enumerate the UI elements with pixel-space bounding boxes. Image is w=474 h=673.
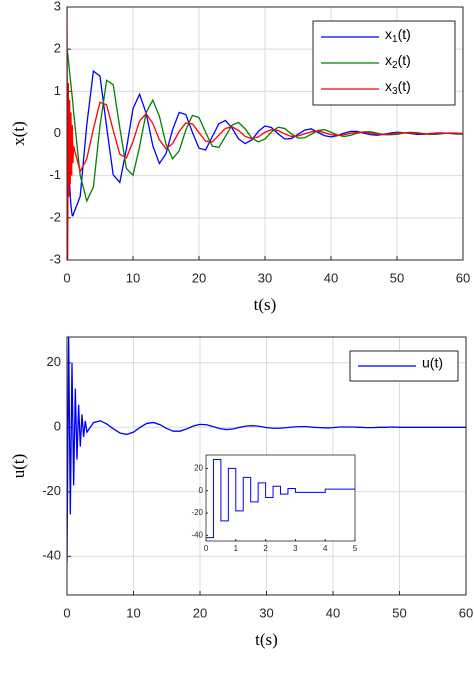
x-axis-label: t(s) (255, 630, 278, 649)
y-tick-label: -1 (49, 167, 61, 182)
x-tick-label: 4 (323, 544, 328, 553)
x-tick-label: 5 (353, 544, 358, 553)
x-tick-label: 20 (192, 270, 206, 285)
y-tick-label: -40 (42, 548, 61, 563)
x-tick-label: 60 (459, 605, 473, 620)
x-tick-label: 2 (263, 544, 268, 553)
y-tick-label: 3 (54, 0, 61, 13)
x-tick-label: 20 (193, 605, 207, 620)
y-tick-label: 20 (47, 354, 61, 369)
x-tick-label: 0 (63, 270, 70, 285)
x-tick-label: 40 (324, 270, 338, 285)
x-tick-label: 0 (63, 605, 70, 620)
y-tick-label: 0 (54, 419, 61, 434)
x-tick-label: 40 (326, 605, 340, 620)
x-tick-label: 0 (204, 544, 209, 553)
legend-label: x1(t) (385, 26, 411, 45)
x-tick-label: 1 (234, 544, 239, 553)
x-tick-label: 30 (259, 605, 273, 620)
series-line (67, 337, 466, 563)
legend-label: x2(t) (385, 52, 411, 71)
y-tick-label: -3 (49, 251, 61, 266)
y-tick-label: -2 (49, 209, 61, 224)
y-axis-label: u(t) (9, 454, 28, 479)
y-tick-label: 1 (54, 83, 61, 98)
x-tick-label: 60 (456, 270, 470, 285)
legend-label: u(t) (422, 355, 443, 371)
y-tick-label: 20 (194, 464, 203, 473)
y-tick-label: -20 (191, 508, 203, 517)
y-axis-label: x(t) (9, 121, 28, 146)
x-axis-label: t(s) (254, 295, 277, 314)
series-line (67, 7, 463, 260)
x-tick-label: 30 (258, 270, 272, 285)
x-tick-label: 3 (293, 544, 298, 553)
axes-box (66, 336, 467, 596)
series-line (206, 458, 355, 539)
legend-label: x3(t) (385, 78, 411, 97)
y-tick-label: 0 (54, 125, 61, 140)
y-tick-label: -40 (191, 531, 203, 540)
axes-box (205, 454, 356, 542)
plot-area (206, 455, 355, 541)
y-tick-label: 0 (199, 486, 204, 495)
x-tick-label: 10 (126, 270, 140, 285)
y-tick-label: 2 (54, 41, 61, 56)
x-tick-label: 50 (392, 605, 406, 620)
x-tick-label: 50 (390, 270, 404, 285)
y-tick-label: -20 (42, 483, 61, 498)
x-tick-label: 10 (126, 605, 140, 620)
axes-box (66, 6, 464, 261)
